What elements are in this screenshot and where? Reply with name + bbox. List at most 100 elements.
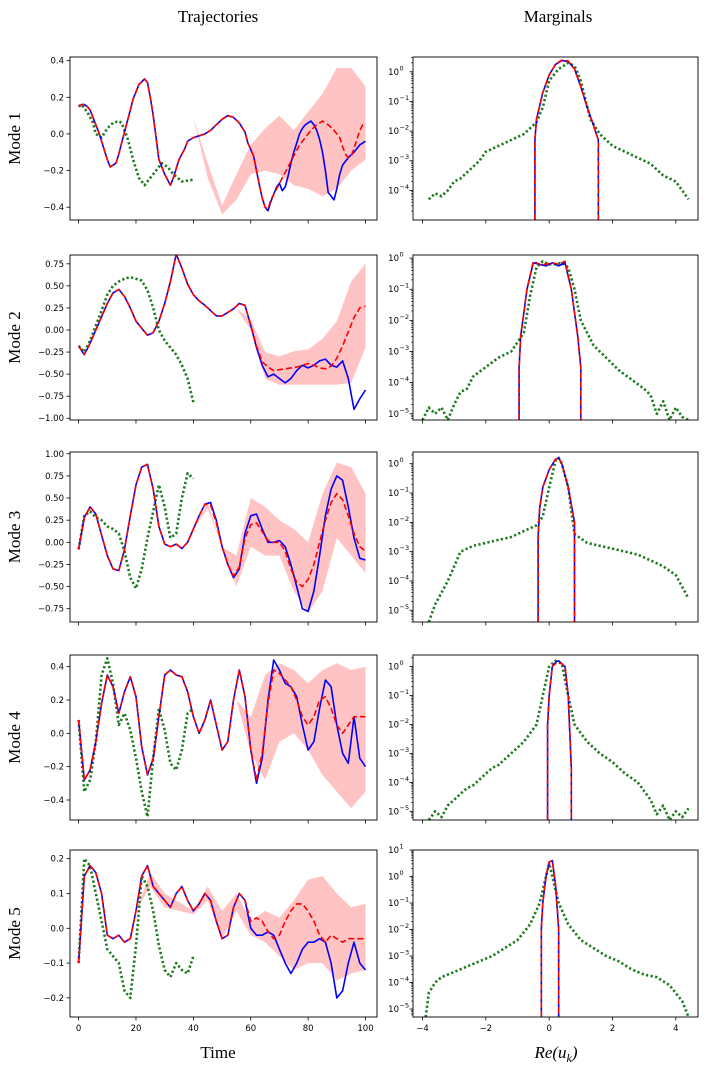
- y-tick-exponent: −4: [400, 775, 410, 783]
- y-tick-exponent: −2: [400, 922, 410, 930]
- series-green-dotted: [427, 456, 690, 622]
- y-tick-label: 10: [388, 873, 399, 883]
- row-label-mode-1: Mode 1: [5, 112, 24, 164]
- y-tick-exponent: −1: [400, 282, 410, 290]
- plot-area: [77, 255, 367, 411]
- y-tick-exponent: −3: [400, 544, 410, 552]
- row-label-mode-4: Mode 4: [5, 711, 24, 764]
- series-green-dotted: [77, 857, 195, 1000]
- x-tick-label: 40: [188, 1024, 199, 1034]
- y-tick-exponent: 0: [400, 251, 404, 259]
- series-blue-solid: [537, 457, 576, 622]
- y-tick-label: 10: [388, 720, 399, 730]
- y-tick-exponent: −3: [400, 949, 410, 957]
- series-blue-solid: [546, 660, 573, 820]
- series-red-dashed: [518, 260, 582, 420]
- axes-frame: [412, 849, 699, 1018]
- series-green-dotted: [77, 657, 195, 818]
- y-tick-label: −0.50: [38, 583, 64, 593]
- panel-3: −0.4 −0.2 0.0 0.2 0.4: [43, 654, 378, 824]
- y-tick-label: 0.75: [45, 472, 64, 482]
- y-tick-label: 10: [388, 127, 399, 137]
- plot-area: [427, 59, 690, 220]
- series-green-dotted: [424, 862, 690, 1017]
- plot-area: [77, 857, 367, 1000]
- series-blue-solid: [77, 255, 367, 411]
- plot-area: [77, 657, 367, 818]
- left-x-axis-label: Time: [200, 1043, 235, 1062]
- right-x-axis-label: Re(uk): [533, 1043, 577, 1065]
- y-tick-label: 10: [388, 548, 399, 558]
- series-red-dashed: [77, 669, 366, 781]
- y-tick-label: 10: [388, 348, 399, 358]
- y-tick-exponent: −3: [400, 344, 410, 352]
- panel-2: −0.75 −0.50 −0.25 0.00 0.25 0.50 0.75 1.00: [38, 450, 378, 626]
- y-tick-label: 10: [388, 952, 399, 962]
- y-tick-exponent: −5: [400, 406, 410, 414]
- x-tick-label: 2: [610, 1024, 615, 1034]
- y-tick-label: 0.50: [45, 282, 64, 292]
- y-tick-label: 10: [388, 663, 399, 673]
- y-tick-exponent: −4: [400, 375, 410, 383]
- y-tick-label: 0.0: [50, 924, 64, 934]
- series-red-dashed: [78, 78, 366, 210]
- panel-4: 0 20 40 60 80 100 −0.2 −0.1 0.0 0.1 0.2: [43, 849, 378, 1034]
- y-tick-exponent: −1: [400, 896, 410, 904]
- y-tick-label: 10: [388, 186, 399, 196]
- y-tick-label: −0.2: [43, 763, 64, 773]
- axes-frame: [69, 254, 378, 421]
- y-tick-label: 1.00: [45, 450, 64, 460]
- y-tick-label: 10: [388, 778, 399, 788]
- y-tick-label: 10: [388, 285, 399, 295]
- series-red-dashed: [77, 864, 366, 964]
- plot-area: [427, 659, 690, 820]
- y-tick-label: 0.2: [50, 93, 64, 103]
- row-label-mode-3: Mode 3: [5, 511, 24, 563]
- y-tick-label: 0.50: [45, 494, 64, 504]
- y-tick-label: 10: [388, 749, 399, 759]
- y-tick-label: −0.4: [43, 796, 64, 806]
- y-tick-label: −0.1: [43, 959, 64, 969]
- y-tick-label: −0.25: [38, 348, 64, 358]
- y-tick-label: 10: [388, 807, 399, 817]
- axes-frame: [412, 451, 699, 623]
- y-tick-label: 10: [388, 979, 399, 989]
- panel-0: −0.4 −0.2 0.0 0.2 0.4: [43, 56, 378, 224]
- axes-frame: [412, 254, 699, 421]
- y-tick-label: 10: [388, 926, 399, 936]
- x-tick-label: 0: [76, 1024, 81, 1034]
- series-red-dashed: [537, 457, 576, 622]
- plot-area: [427, 456, 690, 622]
- y-tick-label: 0.4: [50, 57, 64, 67]
- y-tick-label: 0.2: [50, 696, 64, 706]
- row-label-mode-5: Mode 5: [5, 907, 24, 959]
- y-tick-label: 10: [388, 316, 399, 326]
- y-tick-label: 10: [388, 846, 399, 856]
- y-tick-label: −0.75: [38, 392, 64, 402]
- y-tick-exponent: −1: [400, 486, 410, 494]
- x-tick-label: 0: [546, 1024, 551, 1034]
- y-tick-label: 10: [388, 157, 399, 167]
- plot-area: [77, 462, 366, 614]
- y-tick-exponent: −3: [400, 746, 410, 754]
- y-tick-exponent: −4: [400, 573, 410, 581]
- y-tick-label: −0.75: [38, 605, 64, 615]
- axes-frame: [412, 56, 699, 221]
- y-tick-label: 10: [388, 460, 399, 470]
- y-tick-exponent: −2: [400, 313, 410, 321]
- x-tick-label: 80: [303, 1024, 314, 1034]
- y-tick-label: 10: [388, 692, 399, 702]
- y-tick-label: 0.0: [50, 729, 64, 739]
- series-blue-solid: [77, 463, 366, 613]
- uncertainty-band: [78, 872, 366, 981]
- x-tick-label: −4: [416, 1024, 429, 1034]
- y-tick-exponent: 1: [400, 843, 404, 851]
- y-tick-exponent: −4: [400, 975, 410, 983]
- right-column-title: Marginals: [524, 7, 593, 26]
- y-tick-label: −0.50: [38, 370, 64, 380]
- series-green-dotted: [77, 472, 195, 590]
- series-green-dotted: [421, 259, 690, 420]
